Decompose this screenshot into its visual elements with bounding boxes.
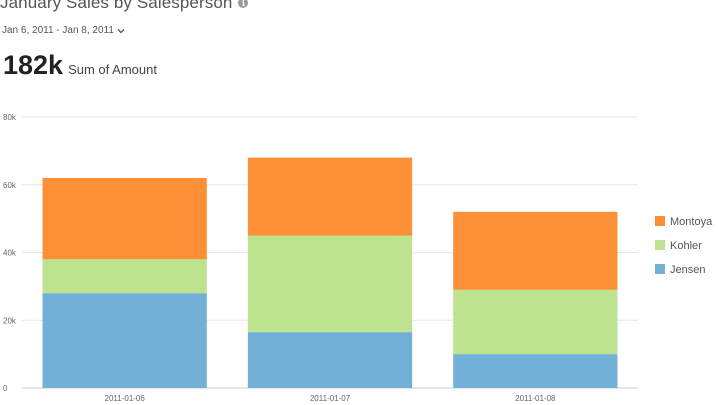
kpi-summary: 182k Sum of Amount: [3, 50, 157, 81]
bar-segment-montoya[interactable]: [42, 177, 207, 260]
y-tick-label: 40k: [3, 249, 17, 258]
y-tick-label: 20k: [3, 316, 17, 325]
y-tick-label: 80k: [3, 113, 17, 122]
x-tick-label: 2011-01-08: [515, 394, 556, 403]
chevron-down-icon: [117, 28, 125, 33]
legend-swatch-jensen[interactable]: [655, 264, 665, 274]
title-row: January Sales by Salesperson i: [0, 0, 249, 13]
kpi-value: 182k: [3, 50, 64, 80]
bar-segment-montoya[interactable]: [247, 157, 413, 236]
info-icon[interactable]: i: [238, 0, 249, 8]
x-tick-label: 2011-01-06: [105, 394, 146, 403]
chart-title: January Sales by Salesperson: [0, 0, 233, 12]
legend-label-montoya[interactable]: Montoya: [670, 216, 713, 228]
kpi-label: Sum of Amount: [68, 62, 157, 77]
legend-label-jensen[interactable]: Jensen: [670, 264, 705, 276]
bar-segment-kohler[interactable]: [247, 235, 413, 333]
date-range-dropdown[interactable]: Jan 6, 2011 - Jan 8, 2011: [2, 25, 125, 36]
legend-swatch-montoya[interactable]: [655, 216, 665, 226]
bar-segment-jensen[interactable]: [453, 354, 618, 388]
y-tick-label: 60k: [3, 181, 17, 190]
x-tick-label: 2011-01-07: [310, 394, 351, 403]
legend-swatch-kohler[interactable]: [655, 240, 665, 250]
bar-segment-kohler[interactable]: [42, 259, 207, 294]
legend-label-kohler[interactable]: Kohler: [670, 240, 702, 252]
bar-segment-jensen[interactable]: [247, 332, 413, 388]
date-range-label: Jan 6, 2011 - Jan 8, 2011: [2, 25, 114, 36]
bar-segment-jensen[interactable]: [42, 293, 207, 388]
y-tick-label: 0: [3, 384, 8, 393]
bar-segment-montoya[interactable]: [453, 211, 618, 290]
bar-segment-kohler[interactable]: [453, 289, 618, 355]
